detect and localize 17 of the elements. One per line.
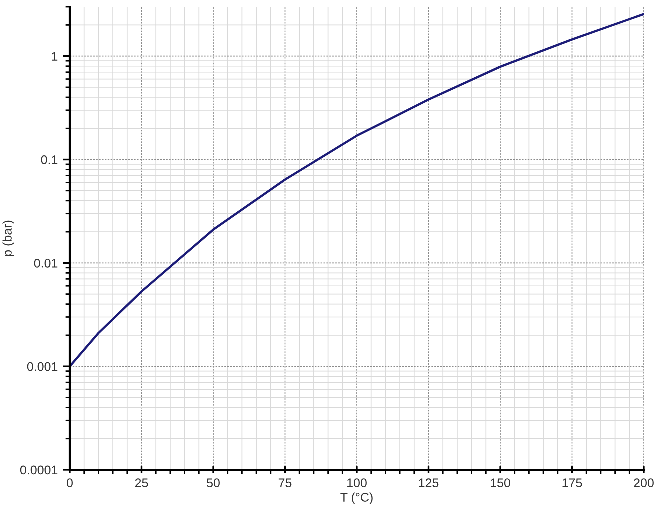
y-tick-label: 0.001 (27, 362, 58, 372)
x-tick-label: 200 (634, 478, 654, 488)
y-tick-label: 0.0001 (20, 466, 58, 475)
y-tick-label: 0.01 (34, 258, 58, 268)
x-tick-label: 25 (135, 478, 148, 488)
y-tick-label: 1 (52, 52, 58, 61)
x-tick-label: 150 (491, 478, 510, 488)
y-axis-title: p (bar) (2, 220, 14, 256)
x-tick-label: 125 (419, 478, 439, 488)
x-axis-title: T (°C) (340, 492, 373, 504)
y-tick-label: 0.1 (41, 156, 58, 164)
x-tick-label: 50 (207, 478, 220, 488)
x-tick-label: 0 (67, 478, 73, 488)
x-tick-label: 100 (348, 478, 367, 488)
x-tick-label: 175 (562, 478, 582, 488)
x-tick-label: 75 (278, 478, 292, 488)
line-series (70, 13, 644, 368)
